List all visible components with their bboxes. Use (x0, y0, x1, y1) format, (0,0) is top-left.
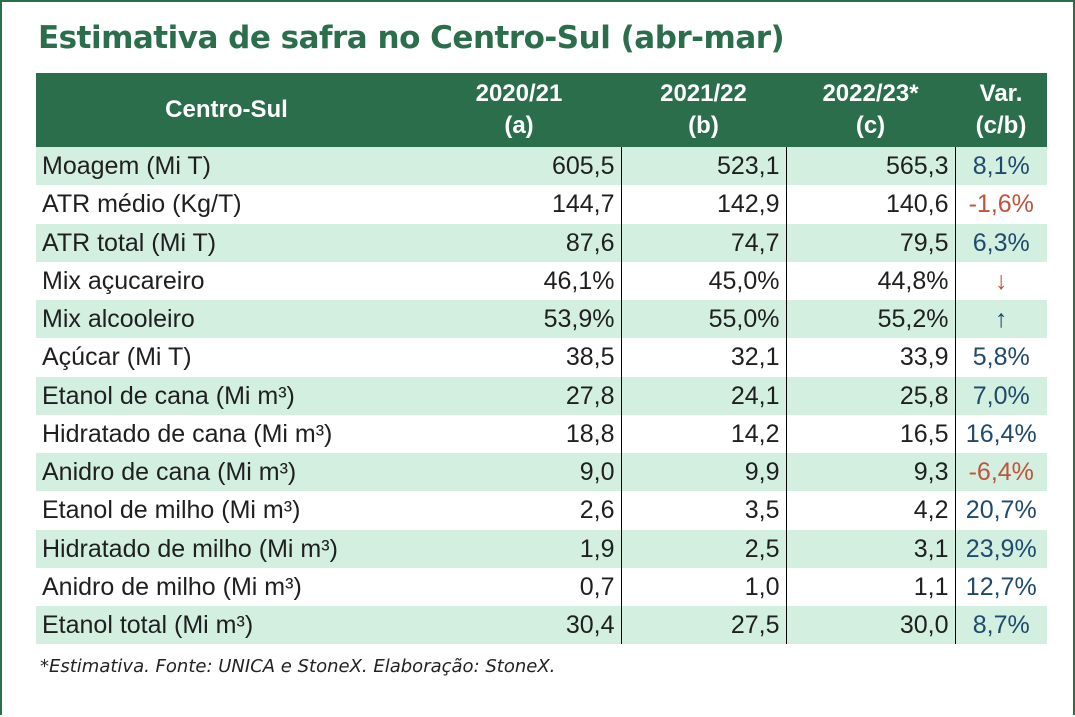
table-row: ATR total (Mi T) 87,6 74,7 79,5 6,3% (36, 223, 1047, 262)
value-2020-21: 605,5 (417, 147, 622, 186)
value-2020-21: 18,8 (417, 414, 622, 453)
value-2021-22: 1,0 (621, 567, 787, 606)
table-row: Etanol total (Mi m³) 30,4 27,5 30,0 8,7% (36, 606, 1047, 645)
value-2022-23: 44,8% (786, 261, 956, 300)
value-2020-21: 38,5 (417, 338, 622, 377)
header-row-label: Centro-Sul (36, 73, 417, 147)
value-2022-23: 33,9 (786, 338, 956, 377)
table-row: Etanol de milho (Mi m³) 2,6 3,5 4,2 20,7% (36, 491, 1047, 530)
row-label: Etanol de milho (Mi m³) (42, 496, 301, 525)
value-variation: ↓ (995, 266, 1008, 295)
table-header-row: Centro-Sul 2020/21 (a) 2021/22 (b) 2022/… (36, 73, 1047, 147)
header-col-line1: 2021/22 (660, 80, 747, 107)
value-2021-22: 523,1 (621, 147, 787, 186)
row-label: Hidratado de cana (Mi m³) (42, 419, 333, 448)
value-variation: 16,4% (965, 419, 1037, 448)
value-2022-23: 9,3 (786, 453, 956, 492)
header-col-2022-23: 2022/23* (c) (786, 73, 955, 147)
row-label: Mix alcooleiro (36, 300, 417, 339)
header-col-2020-21: 2020/21 (a) (417, 73, 621, 147)
row-label: Açúcar (Mi T) (42, 343, 192, 372)
value-variation: 20,7% (965, 496, 1037, 525)
table-row: Hidratado de milho (Mi m³) 1,9 2,5 3,1 23,9% (36, 529, 1047, 568)
value-2020-21: 87,6 (417, 223, 622, 262)
value-variation: ↑ (955, 300, 1047, 339)
chart-title: Estimativa de safra no Centro-Sul (abr-m… (38, 20, 785, 56)
value-2021-22: 45,0% (621, 261, 787, 300)
table-row: Anidro de cana (Mi m³) 9,0 9,9 9,3 -6,4% (36, 453, 1047, 492)
row-label: Etanol total (Mi m³) (36, 606, 417, 645)
value-2021-22: 27,5 (621, 606, 787, 645)
header-col-2021-22: 2021/22 (b) (621, 73, 786, 147)
value-2022-23: 565,3 (786, 147, 956, 186)
value-2022-23: 140,6 (786, 185, 956, 224)
value-2021-22: 32,1 (621, 338, 787, 377)
table-row: Moagem (Mi T) 605,5 523,1 565,3 8,1% (36, 147, 1047, 186)
value-2021-22: 55,0% (621, 300, 787, 339)
value-2022-23: 79,5 (786, 223, 956, 262)
value-2022-23: 3,1 (786, 529, 956, 568)
header-col-line1: 2020/21 (475, 80, 563, 107)
value-2021-22: 3,5 (621, 491, 787, 530)
row-label: Anidro de milho (Mi m³) (42, 572, 302, 601)
value-2022-23: 16,5 (786, 414, 956, 453)
row-label: Etanol de cana (Mi m³) (36, 376, 417, 415)
value-2022-23: 4,2 (786, 491, 956, 530)
footnote: *Estimativa. Fonte: UNICA e StoneX. Elab… (40, 656, 556, 677)
value-variation: -1,6% (968, 190, 1034, 219)
value-2020-21: 9,0 (417, 453, 622, 492)
value-variation: 23,9% (955, 529, 1047, 568)
value-2022-23: 25,8 (786, 376, 956, 415)
value-2020-21: 46,1% (417, 261, 622, 300)
value-2021-22: 24,1 (621, 376, 787, 415)
value-2020-21: 27,8 (417, 376, 622, 415)
value-variation: 5,8% (972, 343, 1030, 372)
header-col-line2: (a) (504, 112, 534, 139)
row-label: ATR médio (Kg/T) (42, 190, 242, 219)
value-variation: 8,1% (955, 147, 1047, 186)
table-row: Hidratado de cana (Mi m³) 18,8 14,2 16,5 16,… (36, 414, 1047, 453)
table-row: Mix açucareiro 46,1% 45,0% 44,8% ↓ (36, 261, 1047, 300)
row-label: Moagem (Mi T) (36, 147, 417, 186)
value-variation: -6,4% (955, 453, 1047, 492)
value-2021-22: 14,2 (621, 414, 787, 453)
value-variation: 6,3% (955, 223, 1047, 262)
table-row: Mix alcooleiro 53,9% 55,0% 55,2% ↑ (36, 300, 1047, 339)
row-label: ATR total (Mi T) (36, 223, 417, 262)
header-col-line1: 2022/23* (822, 80, 919, 107)
header-col-line1: Var. (979, 80, 1023, 107)
table-row: Etanol de cana (Mi m³) 27,8 24,1 25,8 7,0% (36, 376, 1047, 415)
value-2020-21: 2,6 (417, 491, 622, 530)
value-variation: 12,7% (965, 572, 1037, 601)
value-2021-22: 9,9 (621, 453, 787, 492)
value-2021-22: 142,9 (621, 185, 787, 224)
value-2022-23: 55,2% (786, 300, 956, 339)
row-label: Mix açucareiro (42, 266, 205, 295)
row-label: Hidratado de milho (Mi m³) (36, 529, 417, 568)
value-2020-21: 1,9 (417, 529, 622, 568)
header-col-line2: (b) (688, 112, 719, 139)
value-2020-21: 0,7 (417, 567, 622, 606)
header-col-line2: (c/b) (975, 112, 1027, 139)
table-row: Açúcar (Mi T) 38,5 32,1 33,9 5,8% (36, 338, 1047, 377)
value-2020-21: 30,4 (417, 606, 622, 645)
value-2020-21: 144,7 (417, 185, 622, 224)
row-label: Anidro de cana (Mi m³) (36, 453, 417, 492)
value-2020-21: 53,9% (417, 300, 622, 339)
header-col-line2: (c) (855, 112, 886, 139)
value-variation: 7,0% (955, 376, 1047, 415)
value-2021-22: 2,5 (621, 529, 787, 568)
header-col-var: Var. (c/b) (955, 73, 1047, 147)
table-row: ATR médio (Kg/T) 144,7 142,9 140,6 -1,6% (36, 185, 1047, 224)
table-body: Moagem (Mi T) 605,5 523,1 565,3 8,1% ATR médi… (36, 147, 1047, 645)
value-2021-22: 74,7 (621, 223, 787, 262)
value-variation: 8,7% (955, 606, 1047, 645)
table-row: Anidro de milho (Mi m³) 0,7 1,0 1,1 12,7% (36, 567, 1047, 606)
value-2022-23: 30,0 (786, 606, 956, 645)
crop-estimate-table: Centro-Sul 2020/21 (a) 2021/22 (b) 2022/… (36, 73, 1047, 645)
value-2022-23: 1,1 (786, 567, 956, 606)
